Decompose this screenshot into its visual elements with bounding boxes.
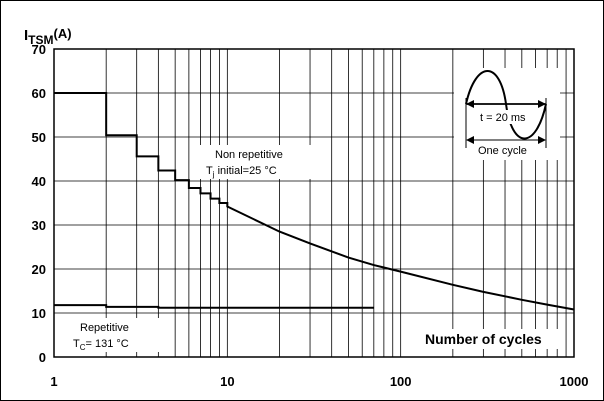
y-tick-label: 40 xyxy=(32,174,46,189)
y-tick-label: 0 xyxy=(39,350,46,365)
x-axis-title-bg xyxy=(421,329,559,349)
y-tick-label: 10 xyxy=(32,306,46,321)
repetitive-line2: TC= 131 °C xyxy=(73,338,129,352)
cycle-label: One cycle xyxy=(478,145,527,157)
series-line-1 xyxy=(54,304,374,309)
y-tick-label: 20 xyxy=(32,262,46,277)
y-axis-title: ITSM(A) xyxy=(24,26,72,47)
y-axis-title-unit: (A) xyxy=(54,26,72,41)
period-label-bg xyxy=(479,110,537,124)
x-axis-title: Number of cycles xyxy=(425,331,542,347)
non-repetitive-line2: Tj initial=25 °C xyxy=(206,165,277,179)
y-axis-title-sub: TSM xyxy=(28,33,53,47)
series-layer xyxy=(54,92,575,311)
non-repetitive-sub: j xyxy=(212,170,215,179)
series-line-0 xyxy=(54,92,575,311)
x-tick-label: 1 xyxy=(50,374,57,389)
x-tick-label: 100 xyxy=(390,374,412,389)
sine-inset: t = 20 ms One cycle xyxy=(454,68,560,160)
x-tick-label: 10 xyxy=(220,374,234,389)
y-tick-label: 60 xyxy=(32,86,46,101)
x-tick-label: 1000 xyxy=(560,374,589,389)
repetitive-label-bg xyxy=(69,318,159,352)
y-axis-title-main: I xyxy=(24,27,28,44)
repetitive-rest: = 131 °C xyxy=(86,338,129,350)
period-label: t = 20 ms xyxy=(480,112,526,124)
non-repetitive-line1: Non repetitive xyxy=(215,149,283,161)
plot-border xyxy=(53,48,575,358)
non-repetitive-rest: initial=25 °C xyxy=(215,165,277,177)
tick-labels: 0 10 20 30 40 50 60 70 1 10 100 1000 xyxy=(32,42,589,389)
y-tick-label: 70 xyxy=(32,42,46,57)
non-repetitive-label-bg xyxy=(193,145,313,179)
non-repetitive-t: T xyxy=(206,165,213,177)
repetitive-t: T xyxy=(73,338,80,350)
repetitive-line1: Repetitive xyxy=(80,322,129,334)
y-tick-label: 30 xyxy=(32,218,46,233)
repetitive-sub: C xyxy=(80,343,86,352)
y-tick-label: 50 xyxy=(32,130,46,145)
